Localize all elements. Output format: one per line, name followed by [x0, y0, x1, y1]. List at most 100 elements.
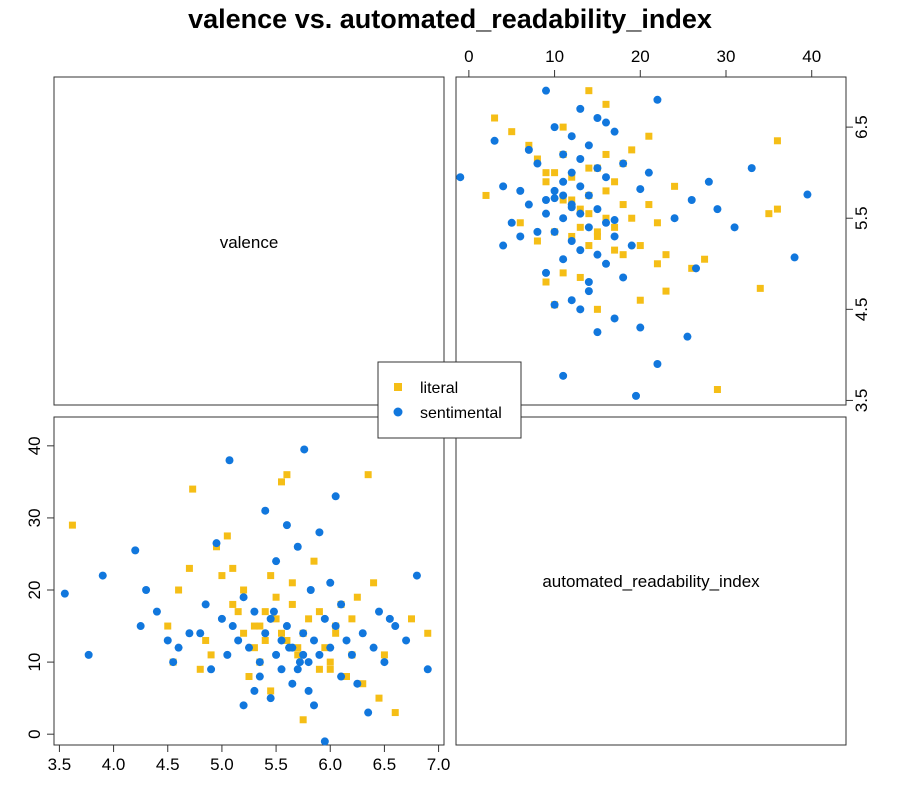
- legend-label-literal: literal: [420, 380, 458, 397]
- point-sentimental: [567, 132, 576, 141]
- point-literal: [185, 564, 193, 572]
- point-literal: [223, 532, 231, 540]
- point-sentimental: [516, 186, 525, 195]
- point-sentimental: [315, 650, 324, 659]
- point-literal: [645, 132, 653, 140]
- point-sentimental: [619, 273, 628, 282]
- point-sentimental: [250, 686, 259, 695]
- point-sentimental: [285, 643, 294, 652]
- point-literal: [542, 278, 550, 286]
- point-sentimental: [559, 150, 568, 159]
- point-literal: [267, 572, 275, 580]
- point-sentimental: [610, 127, 619, 136]
- point-sentimental: [610, 314, 619, 323]
- point-sentimental: [201, 600, 210, 609]
- point-literal: [272, 593, 280, 601]
- point-sentimental: [266, 614, 275, 623]
- x-tick-label: 7.0: [427, 755, 451, 774]
- x-top-tick-label: 20: [631, 47, 650, 66]
- point-literal: [508, 128, 516, 136]
- point-sentimental: [299, 650, 308, 659]
- point-sentimental: [747, 164, 756, 173]
- point-literal: [645, 201, 653, 209]
- point-sentimental: [550, 194, 559, 203]
- point-literal: [380, 651, 388, 659]
- y-right-tick-label: 4.5: [852, 298, 871, 322]
- point-literal: [250, 644, 258, 652]
- point-literal: [353, 593, 361, 601]
- point-sentimental: [320, 614, 329, 623]
- point-literal: [261, 636, 269, 644]
- point-literal: [756, 284, 764, 292]
- point-sentimental: [683, 332, 692, 341]
- point-literal: [585, 210, 593, 218]
- point-sentimental: [602, 218, 610, 227]
- point-sentimental: [131, 546, 140, 555]
- point-sentimental: [559, 214, 568, 223]
- point-literal: [602, 150, 610, 158]
- point-sentimental: [653, 360, 662, 368]
- point-sentimental: [619, 159, 628, 168]
- point-sentimental: [282, 521, 291, 530]
- point-literal: [326, 665, 334, 673]
- point-sentimental: [293, 542, 302, 551]
- point-literal: [278, 629, 285, 637]
- point-literal: [653, 219, 661, 227]
- point-literal: [288, 600, 296, 608]
- y-tick-label: 20: [25, 581, 44, 600]
- point-literal: [773, 137, 781, 145]
- point-literal: [525, 141, 533, 149]
- point-sentimental: [304, 658, 313, 667]
- point-sentimental: [584, 191, 593, 200]
- x-top-tick-label: 30: [717, 47, 736, 66]
- point-sentimental: [559, 255, 568, 264]
- point-literal: [611, 178, 619, 186]
- point-sentimental: [255, 672, 264, 681]
- point-literal: [688, 264, 696, 272]
- point-sentimental: [803, 190, 812, 199]
- point-literal: [424, 629, 432, 637]
- point-literal: [585, 87, 593, 95]
- point-literal: [611, 223, 619, 231]
- point-sentimental: [223, 650, 232, 659]
- point-literal: [370, 579, 378, 587]
- point-sentimental: [261, 506, 270, 515]
- point-literal: [299, 716, 307, 724]
- point-sentimental: [602, 118, 610, 127]
- diag-label-valence: valence: [220, 233, 279, 252]
- point-sentimental: [632, 391, 640, 400]
- point-sentimental: [576, 155, 585, 163]
- point-sentimental: [636, 323, 645, 332]
- point-literal: [713, 386, 721, 394]
- x-tick-label: 4.5: [156, 755, 180, 774]
- point-sentimental: [272, 650, 281, 659]
- point-sentimental: [610, 232, 619, 241]
- point-literal: [516, 219, 524, 227]
- point-sentimental: [320, 737, 329, 746]
- x-axis-bottom: 3.5 4.0 4.5 5.0 5.5 6.0 6.5 7.0: [48, 744, 451, 774]
- point-literal: [245, 673, 253, 681]
- panel-top-right: [455, 76, 847, 406]
- x-top-tick-label: 10: [545, 47, 564, 66]
- point-literal: [585, 242, 593, 250]
- point-sentimental: [272, 557, 281, 566]
- point-sentimental: [245, 643, 253, 652]
- panel-bottom-left: [53, 416, 445, 746]
- points-bottom-left: [60, 445, 432, 746]
- point-literal: [288, 579, 296, 587]
- point-sentimental: [277, 665, 286, 674]
- point-sentimental: [653, 95, 662, 104]
- point-literal: [533, 237, 541, 245]
- point-literal: [568, 196, 576, 204]
- point-literal: [240, 629, 248, 637]
- point-sentimental: [163, 636, 172, 645]
- point-literal: [559, 269, 567, 277]
- point-sentimental: [212, 539, 221, 548]
- point-sentimental: [306, 586, 315, 595]
- point-literal: [305, 615, 313, 623]
- point-sentimental: [567, 168, 576, 177]
- point-sentimental: [567, 296, 576, 305]
- point-sentimental: [402, 636, 411, 645]
- point-literal: [315, 608, 323, 616]
- point-sentimental: [369, 643, 378, 652]
